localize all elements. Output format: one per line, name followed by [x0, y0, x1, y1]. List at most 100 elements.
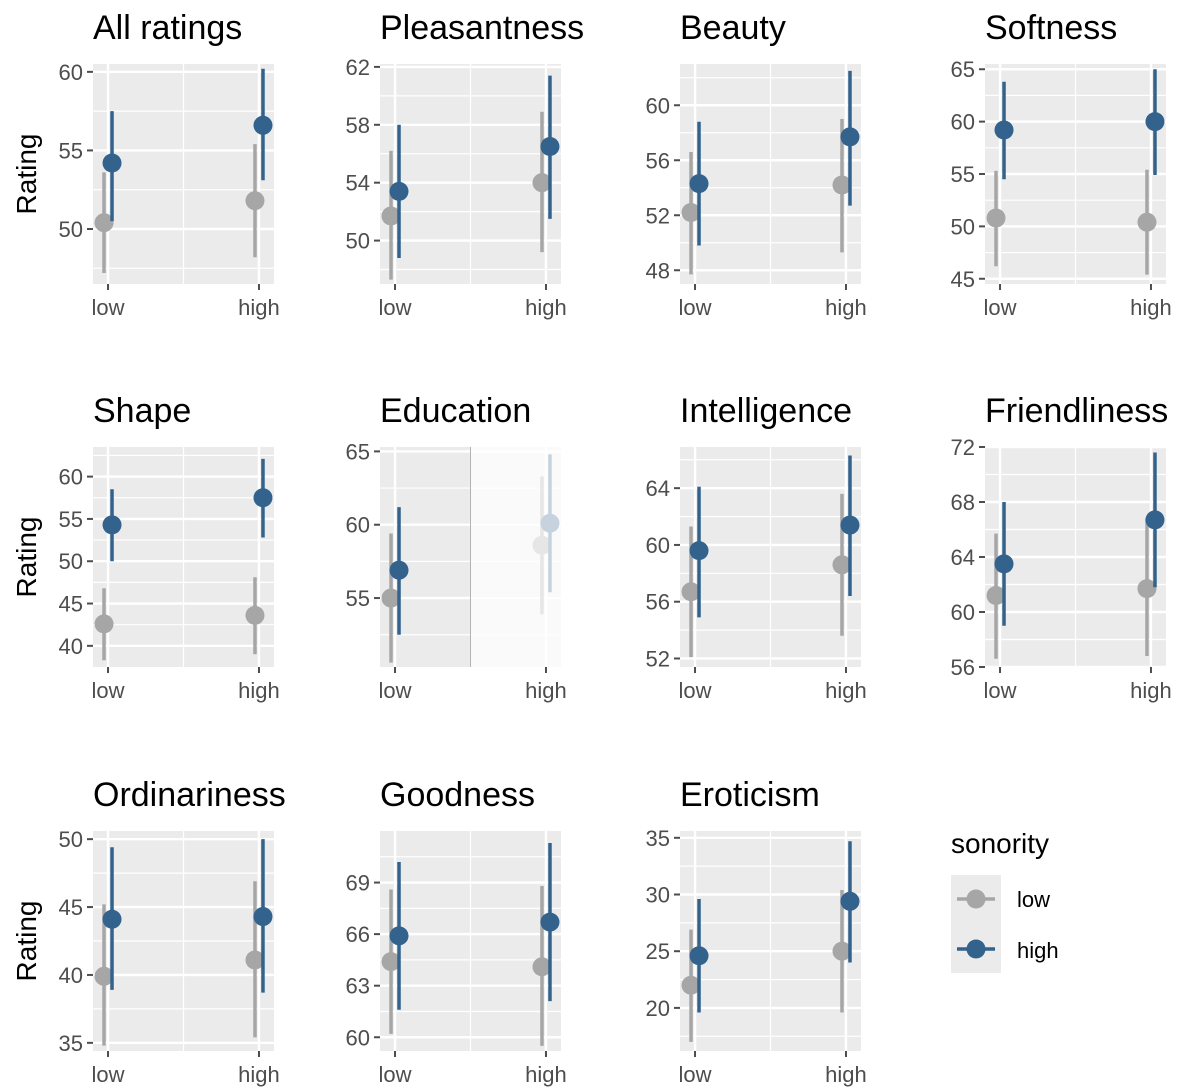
y-tick-label: 52 — [646, 203, 670, 228]
panel-title: Ordinariness — [93, 776, 286, 814]
faded-overlay — [470, 447, 561, 667]
panel-title: Intelligence — [680, 392, 852, 430]
x-tick-label: low — [379, 295, 412, 320]
y-tick-label: 55 — [346, 586, 370, 611]
point-high — [689, 174, 709, 194]
legend-key-high-point — [966, 939, 986, 959]
point-low — [1137, 212, 1157, 232]
panel-education: 55 60 65 low high Education — [346, 392, 567, 703]
x-tick-label: low — [679, 678, 712, 703]
point-high — [840, 515, 860, 535]
point-low — [986, 208, 1006, 228]
y-tick-label: 60 — [59, 60, 83, 85]
panel-eroticism: 20 25 30 35 low high Eroticism — [646, 776, 867, 1087]
panel-title: All ratings — [93, 9, 242, 47]
x-tick-label: high — [825, 678, 867, 703]
point-low — [245, 605, 265, 625]
y-tick-label: 69 — [346, 871, 370, 896]
y-tick-label: 60 — [346, 513, 370, 538]
y-axis-label: Rating — [11, 517, 42, 598]
point-high — [389, 926, 409, 946]
y-tick-label: 50 — [59, 549, 83, 574]
x-tick-label: low — [984, 678, 1017, 703]
point-low — [94, 966, 114, 986]
x-tick-label: high — [238, 1062, 280, 1087]
panel-friendliness: 56 60 64 68 72 low high Friendliness — [951, 392, 1172, 703]
point-low — [832, 941, 852, 961]
y-tick-label: 45 — [59, 895, 83, 920]
panel-title: Friendliness — [985, 392, 1168, 430]
legend-key-low-point — [966, 889, 986, 909]
x-tick-label: high — [238, 295, 280, 320]
y-tick-label: 50 — [951, 214, 975, 239]
point-high — [840, 891, 860, 911]
x-tick-label: low — [679, 1062, 712, 1087]
panel-title: Beauty — [680, 9, 786, 47]
x-tick-label: high — [1130, 295, 1172, 320]
point-low — [532, 957, 552, 977]
point-high — [253, 115, 273, 135]
legend-label-low: low — [1017, 887, 1050, 912]
y-tick-label: 56 — [951, 655, 975, 680]
y-tick-label: 55 — [59, 138, 83, 163]
point-low — [1137, 579, 1157, 599]
panel-title: Education — [380, 392, 531, 430]
y-tick-label: 66 — [346, 922, 370, 947]
x-tick-label: low — [379, 678, 412, 703]
point-low — [94, 614, 114, 634]
panel-ordinariness: 35 40 45 50 low high Ordinariness Rating — [11, 776, 286, 1087]
y-tick-label: 60 — [646, 93, 670, 118]
panel-title: Softness — [985, 9, 1117, 47]
point-high — [389, 181, 409, 201]
point-high — [102, 153, 122, 173]
legend-title: sonority — [951, 828, 1049, 859]
y-tick-label: 48 — [646, 258, 670, 283]
y-tick-label: 60 — [951, 600, 975, 625]
y-tick-label: 20 — [646, 996, 670, 1021]
point-low — [94, 213, 114, 233]
y-tick-label: 62 — [346, 55, 370, 80]
panel-shape: 40 45 50 55 60 low high Shape Rating — [11, 392, 280, 703]
y-tick-label: 55 — [59, 507, 83, 532]
point-high — [840, 127, 860, 147]
point-high — [1145, 510, 1165, 530]
point-low — [986, 586, 1006, 605]
y-tick-label: 65 — [346, 439, 370, 464]
point-low — [681, 582, 701, 602]
panel-title: Pleasantness — [380, 9, 584, 47]
point-low — [832, 555, 852, 575]
point-high — [994, 554, 1014, 574]
y-tick-label: 25 — [646, 939, 670, 964]
y-tick-label: 30 — [646, 883, 670, 908]
y-tick-label: 45 — [951, 267, 975, 292]
y-tick-label: 35 — [646, 826, 670, 851]
y-tick-label: 35 — [59, 1031, 83, 1056]
y-tick-label: 60 — [59, 465, 83, 490]
point-high — [540, 912, 560, 932]
panel-beauty: 48 52 56 60 low high Beauty — [646, 9, 867, 320]
x-tick-label: high — [825, 295, 867, 320]
x-tick-label: high — [825, 1062, 867, 1087]
y-tick-label: 60 — [346, 1025, 370, 1050]
point-high — [102, 909, 122, 929]
point-high — [540, 137, 560, 156]
panel-softness: 45 50 55 60 65 low high Softness — [951, 9, 1172, 320]
y-tick-label: 40 — [59, 963, 83, 988]
x-tick-label: high — [238, 678, 280, 703]
legend: sonority low high — [951, 828, 1059, 973]
x-tick-label: high — [525, 295, 567, 320]
x-tick-label: low — [379, 1062, 412, 1087]
point-high — [994, 120, 1014, 140]
point-low — [532, 173, 552, 193]
panel-title: Goodness — [380, 776, 535, 814]
x-tick-label: high — [525, 678, 567, 703]
y-tick-label: 50 — [59, 827, 83, 852]
y-tick-label: 56 — [646, 148, 670, 173]
point-low — [245, 950, 265, 970]
point-high — [689, 946, 709, 966]
point-high — [1145, 112, 1165, 132]
panel-title: Eroticism — [680, 776, 820, 814]
point-high — [102, 515, 122, 535]
panel-intelligence: 52 56 60 64 low high Intelligence — [646, 392, 867, 703]
